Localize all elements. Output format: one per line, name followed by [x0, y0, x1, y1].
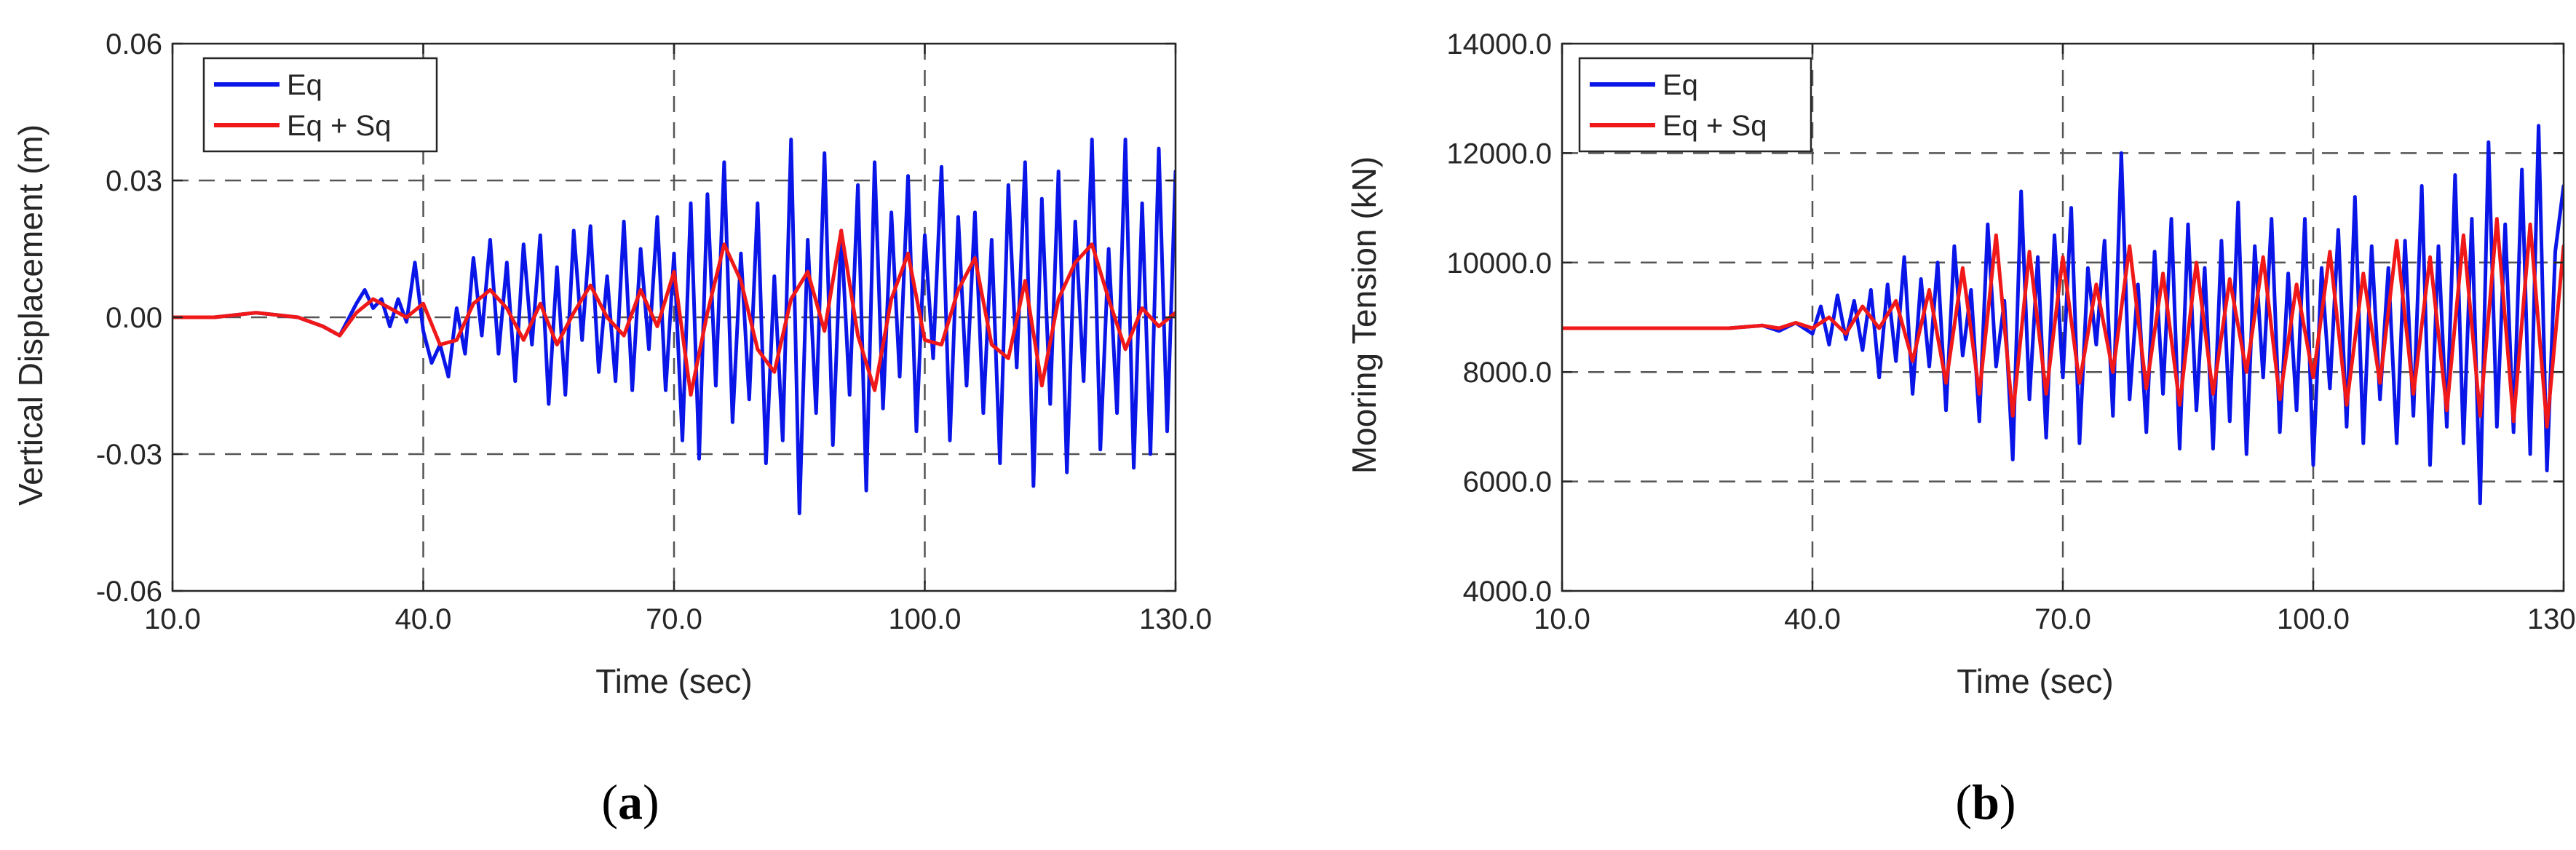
legend-label-eq-sq: Eq + Sq — [287, 110, 391, 142]
caption-b-letter: b — [1972, 774, 2000, 830]
legend-box — [202, 57, 438, 153]
y-tick-label: 6000.0 — [1463, 466, 1552, 499]
series-group — [1562, 124, 2564, 506]
x-tick-label: 100.0 — [2277, 603, 2350, 635]
x-tick-label: 10.0 — [1534, 603, 1590, 635]
y-tick-label: 0.00 — [106, 302, 162, 334]
series-group — [173, 138, 1176, 515]
legend-label-eq-sq: Eq + Sq — [1662, 110, 1767, 142]
legend-box — [1578, 57, 1812, 153]
y-tick-label: 14000.0 — [1446, 28, 1552, 60]
xlabel-time-a: Time (sec) — [595, 662, 753, 700]
y-tick-label: 0.03 — [106, 165, 162, 197]
xlabel-time-b: Time (sec) — [1957, 662, 2114, 700]
caption-a-close: ) — [643, 774, 659, 830]
x-tick-label: 130.0 — [1139, 603, 1212, 635]
y-tick-label: -0.06 — [96, 576, 162, 608]
caption-a-open: ( — [601, 774, 618, 830]
caption-a: (a) — [601, 774, 659, 830]
y-tick-label: 12000.0 — [1446, 138, 1552, 170]
y-tick-label: 10000.0 — [1446, 247, 1552, 279]
caption-b-open: ( — [1955, 774, 1972, 830]
chart-vertical-displacement: Vertical Displacement (m) Time (sec) 10.… — [12, 28, 1212, 700]
series-line-eq — [173, 138, 1176, 515]
caption-b-close: ) — [2000, 774, 2016, 830]
y-tick-label: 8000.0 — [1463, 357, 1552, 389]
x-tick-label: 40.0 — [395, 603, 452, 635]
x-tick-label: 10.0 — [144, 603, 201, 635]
y-tick-label: 4000.0 — [1463, 576, 1552, 608]
x-tick-label: 70.0 — [2034, 603, 2091, 635]
series-line-eq-sq — [1562, 217, 2564, 429]
caption-a-letter: a — [618, 774, 643, 830]
legend-label-eq: Eq — [1662, 69, 1698, 101]
x-tick-label: 40.0 — [1784, 603, 1841, 635]
series-line-eq — [1562, 124, 2564, 506]
chart-mooring-tension: Mooring Tension (kN) Time (sec) 10.0 40.0… — [1345, 28, 2576, 700]
y-tick-label: -0.03 — [96, 439, 162, 471]
legend-label-eq: Eq — [287, 69, 322, 101]
x-tick-label: 70.0 — [646, 603, 702, 635]
ylabel-vertical-displacement: Vertical Displacement (m) — [12, 124, 49, 506]
series-line-eq-sq — [173, 229, 1176, 397]
x-tick-label: 100.0 — [888, 603, 961, 635]
ylabel-mooring-tension: Mooring Tension (kN) — [1345, 156, 1383, 474]
caption-b: (b) — [1955, 774, 2016, 830]
y-tick-label: 0.06 — [106, 28, 162, 60]
x-tick-label: 130.0 — [2527, 603, 2576, 635]
